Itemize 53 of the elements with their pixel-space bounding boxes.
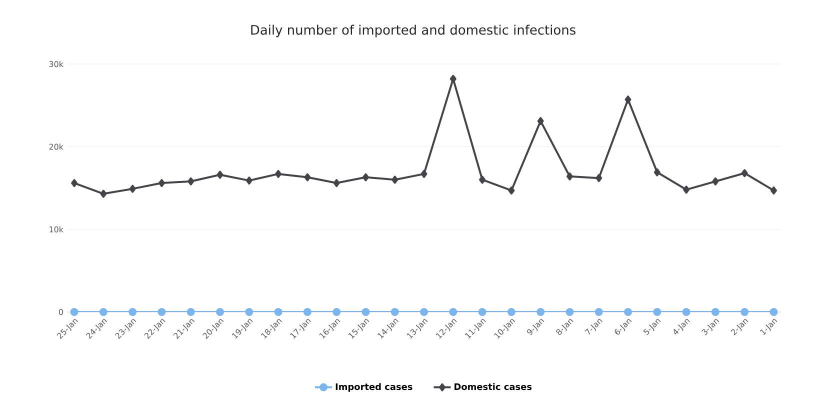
- chart-title: Daily number of imported and domestic infections: [251, 24, 576, 38]
- point: [420, 170, 428, 178]
- point: [770, 308, 778, 316]
- point: [594, 308, 603, 316]
- point: [362, 308, 370, 316]
- point: [682, 308, 690, 316]
- point: [537, 117, 544, 126]
- point: [566, 172, 573, 180]
- legend-label: Domestic cases: [454, 383, 532, 390]
- point: [128, 308, 137, 316]
- point: [303, 308, 312, 316]
- point: [188, 177, 194, 186]
- point: [479, 176, 486, 184]
- point: [420, 308, 428, 316]
- point: [683, 186, 690, 194]
- point: [508, 186, 515, 194]
- point: [158, 179, 165, 188]
- point: [450, 74, 456, 83]
- point: [624, 308, 632, 316]
- point: [274, 308, 282, 316]
- point: [99, 308, 108, 316]
- point: [741, 169, 748, 178]
- point: [478, 308, 486, 316]
- point: [711, 308, 720, 316]
- point: [624, 96, 632, 104]
- point: [71, 179, 78, 188]
- point: [449, 308, 458, 316]
- point: [186, 308, 195, 316]
- point: [536, 308, 545, 316]
- point: [70, 308, 78, 316]
- point: [362, 173, 369, 182]
- point: [275, 170, 282, 178]
- point: [245, 308, 254, 316]
- point: [332, 308, 341, 316]
- point: [390, 308, 399, 316]
- point: [216, 170, 224, 179]
- legend-label: Imported cases: [336, 383, 412, 392]
- point: [129, 184, 136, 193]
- point: [246, 176, 252, 185]
- point: [507, 308, 516, 316]
- point: [740, 308, 749, 316]
- point: [304, 173, 311, 182]
- point: [596, 174, 602, 182]
- point: [216, 308, 224, 316]
- point: [566, 308, 574, 316]
- point: [654, 168, 660, 176]
- point: [770, 186, 777, 194]
- point: [712, 177, 719, 186]
- point: [158, 308, 166, 316]
- point: [333, 179, 340, 188]
- point: [100, 190, 107, 198]
- point: [392, 176, 398, 184]
- point: [653, 308, 662, 316]
